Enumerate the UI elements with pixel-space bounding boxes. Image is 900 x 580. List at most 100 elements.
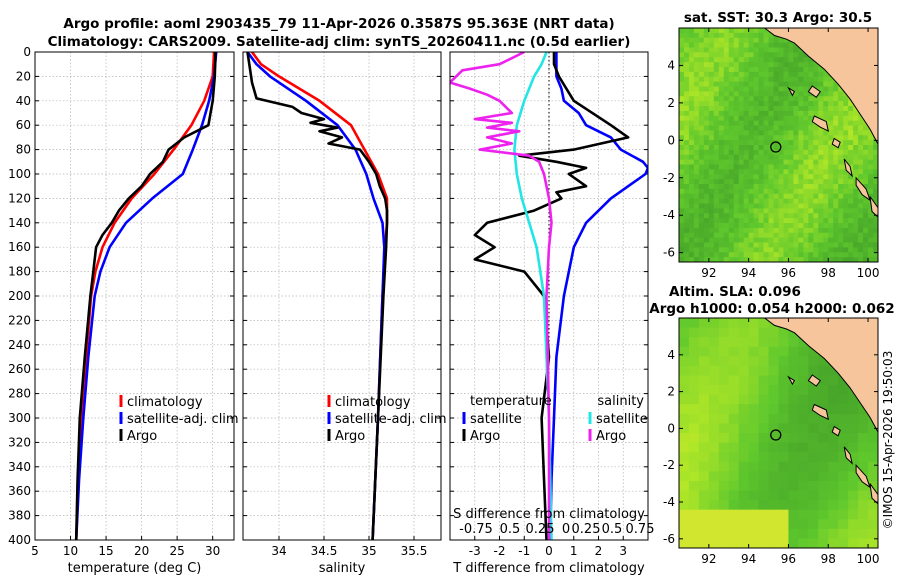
map-cell — [843, 120, 849, 127]
map-cell — [828, 257, 834, 262]
map-cell — [738, 490, 750, 501]
map-cell — [818, 91, 824, 97]
map-cell — [679, 203, 685, 209]
map-cell — [748, 96, 755, 102]
map-cell — [848, 208, 854, 214]
map-cell — [753, 28, 760, 34]
map-cell — [778, 101, 785, 107]
map-cell — [828, 198, 834, 205]
map-cell — [768, 385, 780, 396]
map-cell — [713, 32, 720, 39]
map-cell — [718, 218, 725, 224]
top-tick-label: 0.5 — [500, 522, 521, 537]
map-cell — [833, 247, 839, 253]
map-cell — [688, 28, 695, 34]
map-cell — [823, 213, 829, 219]
map-cell — [758, 442, 770, 453]
map-cell — [823, 242, 829, 248]
map-cell — [843, 257, 849, 262]
map-cell — [723, 71, 730, 78]
map-cell — [853, 159, 859, 166]
map-cell — [688, 96, 695, 102]
map-cell — [858, 145, 864, 151]
map-cell — [763, 71, 770, 78]
map-cell — [688, 461, 700, 472]
map-cell — [833, 232, 839, 239]
map-cell — [778, 125, 785, 131]
map-cell — [679, 242, 685, 248]
map-cell — [858, 252, 864, 258]
map-cell — [738, 159, 745, 166]
map-cell — [788, 198, 795, 205]
map-cell — [868, 237, 874, 244]
map-cell — [713, 203, 720, 209]
map-cell — [703, 37, 710, 44]
legend-label: satellite-adj. clim — [335, 412, 447, 427]
map-cell — [783, 247, 790, 253]
map-cell — [793, 125, 799, 131]
map-cell — [708, 81, 715, 88]
map-cell — [698, 227, 705, 234]
map-cell — [679, 81, 685, 88]
map-cell — [728, 125, 735, 131]
map-cell — [868, 208, 874, 214]
map-cell — [873, 159, 878, 166]
map-cell — [713, 106, 720, 112]
map-cell — [743, 208, 750, 214]
map-cell — [728, 154, 735, 161]
map-cell — [753, 115, 760, 122]
map-cell — [703, 47, 710, 53]
map-cell — [713, 71, 720, 78]
map-cell — [783, 47, 790, 53]
map-cell — [708, 120, 715, 127]
map-cell — [788, 356, 799, 367]
map-cell — [798, 125, 804, 131]
map-y-tick-label: -6 — [663, 532, 675, 546]
map-cell — [728, 237, 735, 244]
map-cell — [808, 452, 819, 463]
map-cell — [813, 154, 819, 161]
map-cell — [743, 47, 750, 53]
series-line-satellite-adj-clim — [74, 52, 218, 540]
map-cell — [828, 375, 839, 386]
map-cell — [703, 135, 710, 141]
map-cell — [828, 519, 839, 530]
map-cell — [793, 252, 799, 258]
map-cell — [788, 404, 799, 415]
y-tick-label: 60 — [16, 118, 31, 132]
map-cell — [798, 394, 809, 405]
map-cell — [818, 140, 824, 146]
map-x-tick-label: 98 — [821, 266, 836, 280]
map-cell — [683, 237, 690, 244]
map-cell — [758, 538, 770, 548]
map-cell — [758, 149, 765, 156]
map-cell — [748, 47, 755, 53]
map-cell — [818, 188, 824, 195]
map-cell — [848, 174, 854, 180]
map-cell — [858, 247, 864, 253]
map-cell — [683, 42, 690, 49]
map-cell — [873, 193, 878, 200]
map-cell — [783, 242, 790, 248]
map-cell — [763, 159, 770, 166]
map-cell — [688, 223, 695, 229]
map-cell — [758, 52, 765, 58]
map-cell — [698, 433, 710, 444]
map-cell — [683, 149, 690, 156]
map-cell — [778, 538, 790, 548]
map-cell — [723, 120, 730, 127]
map-cell — [748, 67, 755, 73]
map-cell — [828, 413, 839, 425]
map-cell — [778, 208, 785, 214]
map-cell — [868, 257, 874, 262]
x-tick-label: 15 — [98, 544, 113, 558]
map-cell — [793, 86, 799, 92]
map-cell — [743, 81, 750, 88]
map-cell — [688, 480, 700, 492]
map-cell — [818, 145, 824, 151]
map-cell — [748, 232, 755, 239]
map-cell — [823, 81, 829, 88]
map-cell — [708, 375, 720, 386]
map-cell — [788, 227, 795, 234]
map-cell — [688, 91, 695, 97]
